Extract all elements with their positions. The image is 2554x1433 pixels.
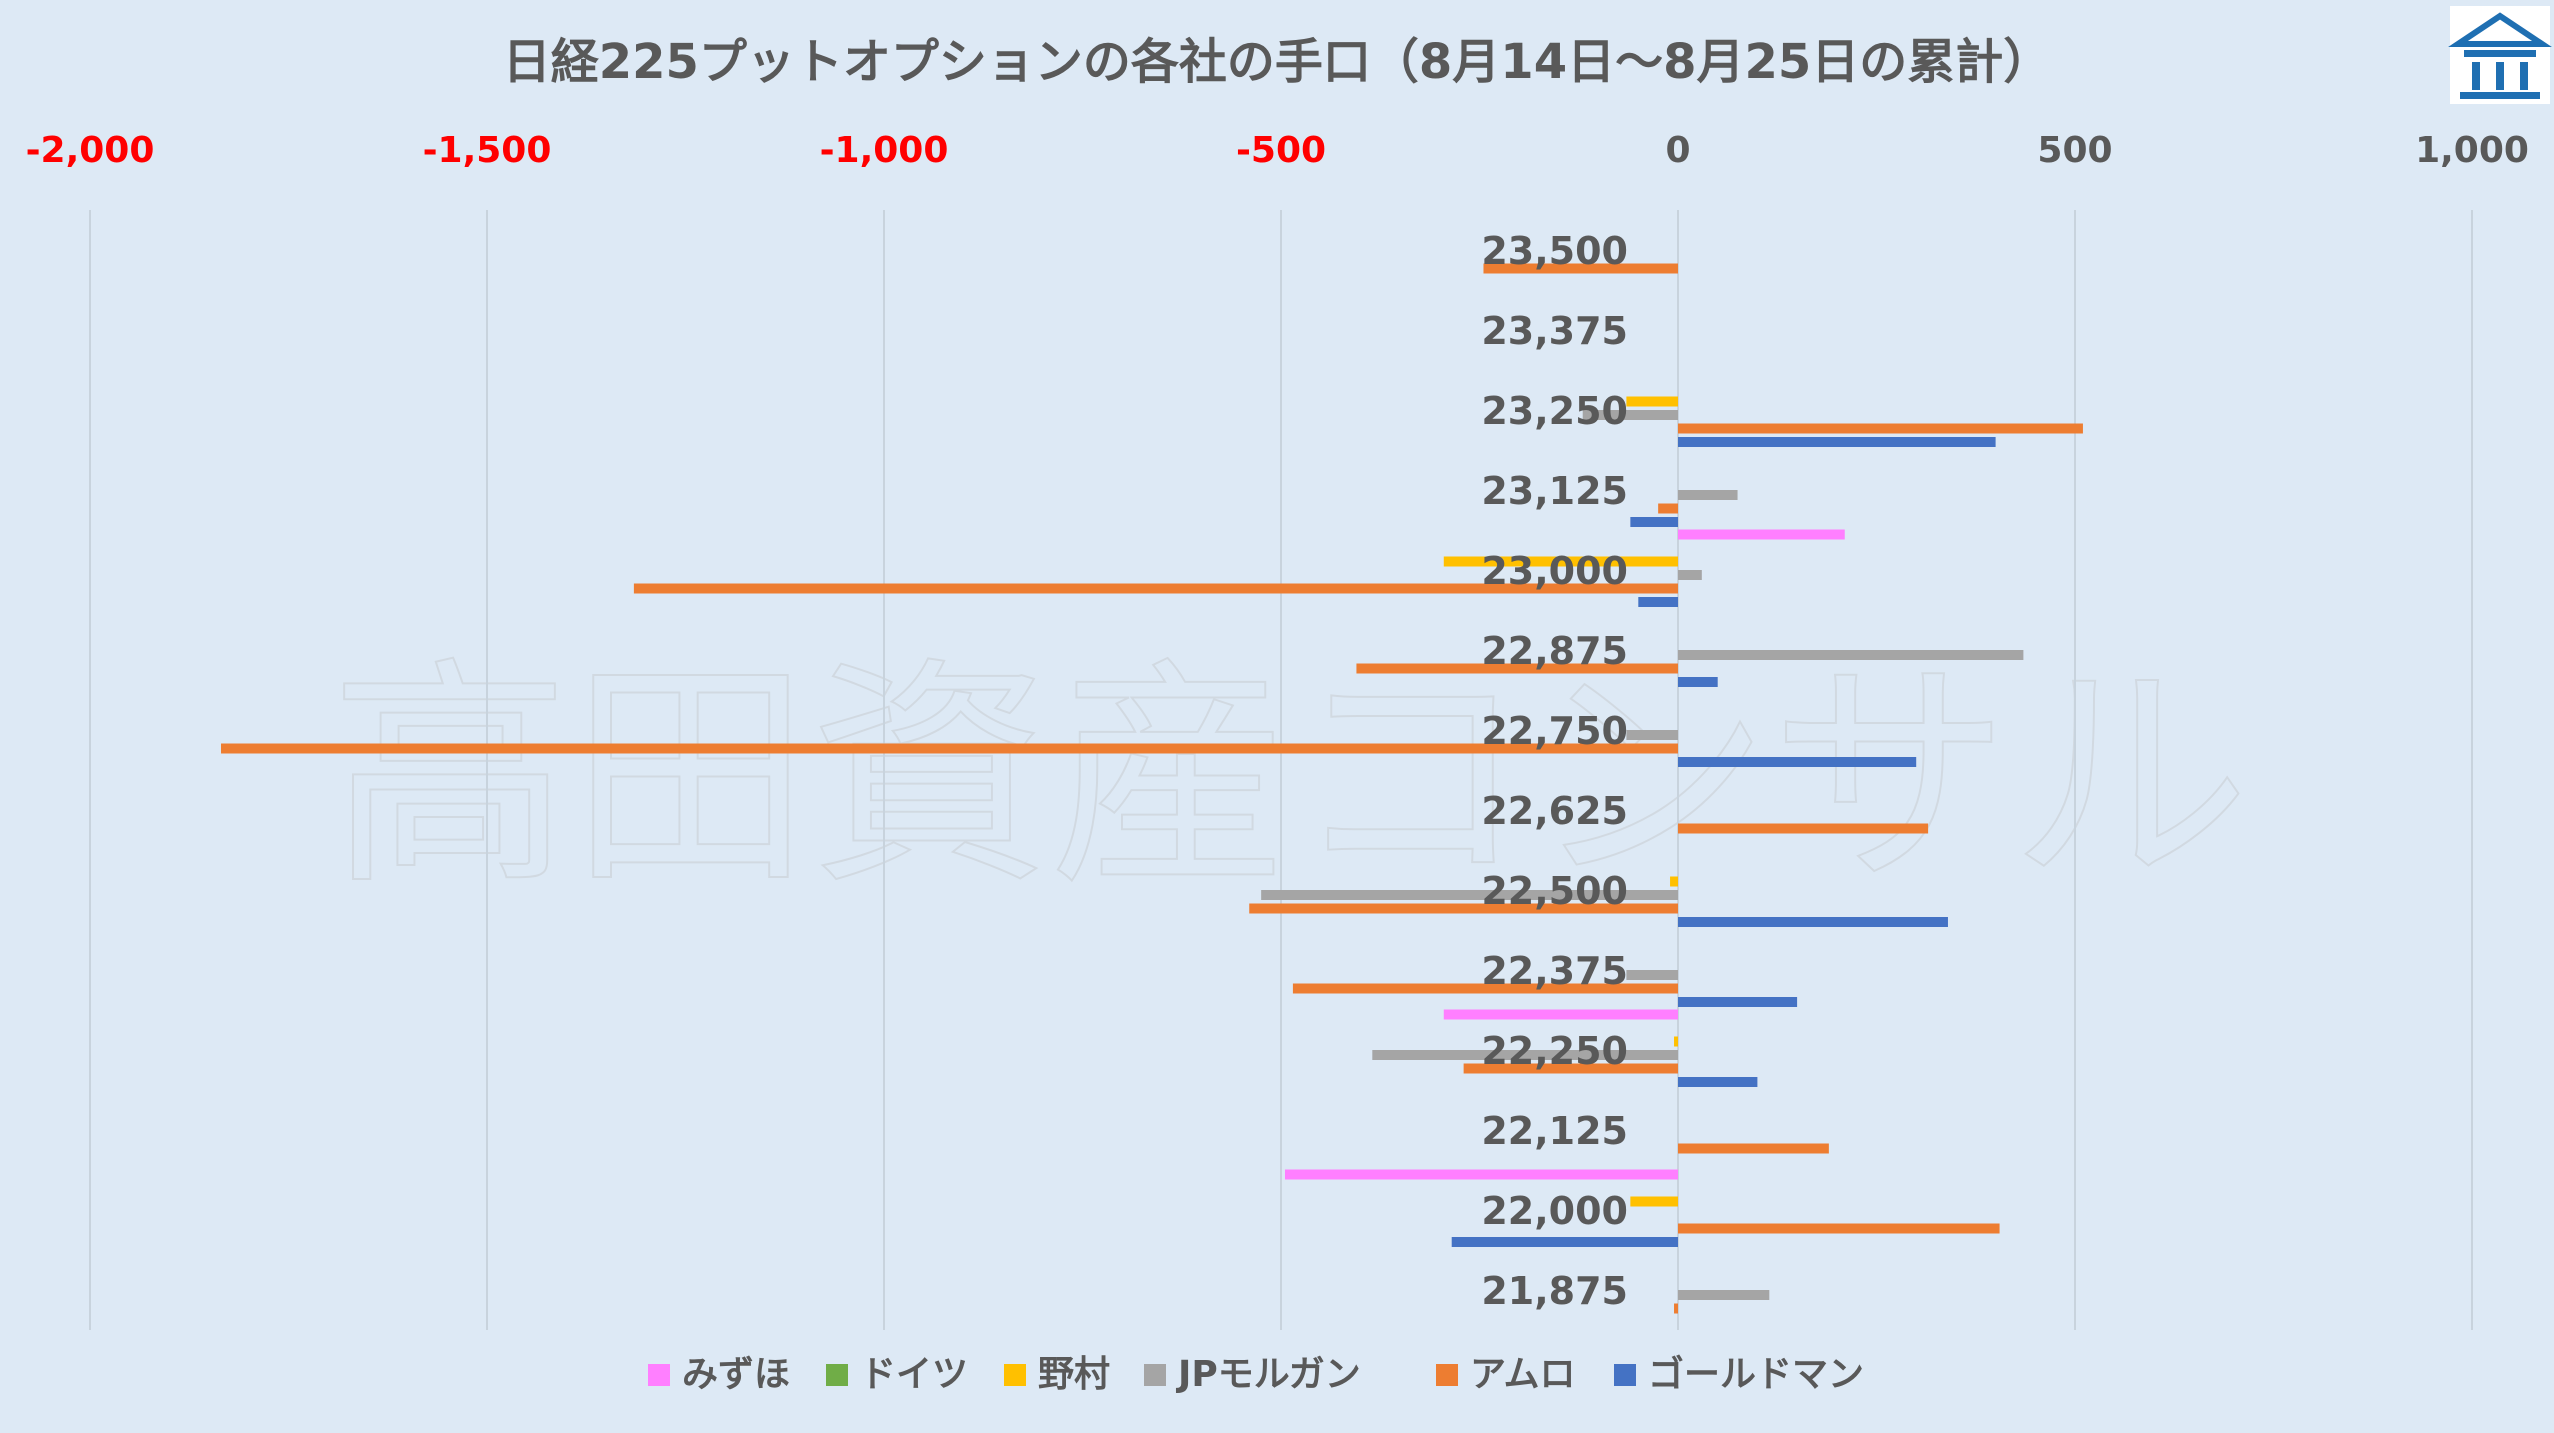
bar-4-0 bbox=[1678, 529, 1845, 540]
bar-9-5 bbox=[1678, 997, 1798, 1007]
bar-3-4 bbox=[1658, 503, 1678, 514]
bar-4-5 bbox=[1638, 597, 1678, 607]
legend-swatch bbox=[1614, 1364, 1636, 1386]
y-tick-label: 22,750 bbox=[1481, 709, 1628, 753]
y-tick-label: 23,000 bbox=[1481, 549, 1628, 593]
bar-8-5 bbox=[1678, 917, 1948, 927]
bar-2-2 bbox=[1626, 396, 1678, 407]
y-tick-label: 23,125 bbox=[1481, 469, 1628, 513]
bar-8-4 bbox=[1249, 903, 1678, 914]
bar-5-5 bbox=[1678, 677, 1718, 687]
y-tick-label: 22,875 bbox=[1481, 629, 1628, 673]
legend: みずほ ドイツ 野村 JPモルガン アムロ ゴールドマン bbox=[648, 1353, 1864, 1395]
bar-6-4 bbox=[221, 743, 1678, 754]
bar-11-4 bbox=[1678, 1143, 1829, 1154]
bar-7-4 bbox=[1678, 823, 1929, 834]
watermark: 高田資産コンサル bbox=[330, 637, 2250, 917]
bar-12-2 bbox=[1630, 1196, 1678, 1207]
legend-swatch bbox=[826, 1364, 848, 1386]
y-tick-label: 23,375 bbox=[1481, 309, 1628, 353]
bar-5-4 bbox=[1356, 663, 1678, 674]
y-tick-label: 23,500 bbox=[1481, 229, 1628, 273]
bar-5-3 bbox=[1678, 650, 2024, 660]
bar-10-3 bbox=[1372, 1050, 1678, 1060]
bar-6-3 bbox=[1626, 730, 1678, 740]
legend-swatch bbox=[1144, 1364, 1166, 1386]
bar-9-3 bbox=[1626, 970, 1678, 980]
bar-8-2 bbox=[1670, 876, 1678, 887]
x-tick-label: 500 bbox=[2037, 130, 2112, 171]
bar-3-5 bbox=[1630, 517, 1678, 527]
bar-10-0 bbox=[1443, 1009, 1678, 1020]
legend-swatch bbox=[1436, 1364, 1458, 1386]
legend-swatch bbox=[1004, 1364, 1026, 1386]
x-tick-label: -500 bbox=[1236, 130, 1326, 171]
y-tick-label: 22,500 bbox=[1481, 869, 1628, 913]
legend-label: アムロ bbox=[1470, 1354, 1575, 1395]
legend-label: ドイツ bbox=[860, 1354, 968, 1395]
y-tick-label: 22,375 bbox=[1481, 949, 1628, 993]
x-tick-label: 0 bbox=[1665, 130, 1690, 171]
bar-10-5 bbox=[1678, 1077, 1758, 1087]
bar-8-3 bbox=[1261, 890, 1678, 900]
legend-label: JPモルガン bbox=[1175, 1354, 1361, 1395]
y-tick-label: 22,125 bbox=[1481, 1109, 1628, 1153]
bar-12-5 bbox=[1451, 1237, 1678, 1247]
legend-swatch bbox=[648, 1364, 670, 1386]
chart-title: 日経225プットオプションの各社の手口（8月14日～8月25日の累計） bbox=[503, 34, 2052, 90]
bar-12-0 bbox=[1284, 1169, 1678, 1180]
bar-10-2 bbox=[1674, 1036, 1678, 1047]
x-tick-label: 1,000 bbox=[2415, 130, 2529, 171]
x-tick-label: -1,000 bbox=[820, 130, 949, 171]
bar-4-3 bbox=[1678, 570, 1702, 580]
bars bbox=[221, 263, 2083, 1314]
y-tick-label: 22,625 bbox=[1481, 789, 1628, 833]
bar-0-4 bbox=[1483, 263, 1678, 274]
y-axis-ticks: 23,500 23,375 23,250 23,125 23,000 22,875 22,7… bbox=[1481, 229, 1628, 1313]
bar-3-3 bbox=[1678, 490, 1738, 500]
bar-12-4 bbox=[1678, 1223, 2000, 1234]
bar-13-4 bbox=[1674, 1303, 1678, 1314]
bar-9-4 bbox=[1292, 983, 1678, 994]
y-tick-label: 21,875 bbox=[1481, 1269, 1628, 1313]
y-tick-label: 23,250 bbox=[1481, 389, 1628, 433]
legend-label: ゴールドマン bbox=[1648, 1353, 1864, 1395]
bar-2-5 bbox=[1678, 437, 1996, 447]
y-tick-label: 22,000 bbox=[1481, 1189, 1628, 1233]
bar-2-3 bbox=[1582, 410, 1678, 420]
bar-4-2 bbox=[1443, 556, 1678, 567]
y-tick-label: 22,250 bbox=[1481, 1029, 1628, 1073]
x-axis-ticks: -2,000 -1,500 -1,000 -500 0 500 1,000 bbox=[26, 130, 2529, 171]
x-tick-label: -2,000 bbox=[26, 130, 155, 171]
legend-label: 野村 bbox=[1038, 1354, 1110, 1395]
bar-10-4 bbox=[1463, 1063, 1678, 1074]
legend-label: みずほ bbox=[682, 1354, 790, 1395]
x-tick-label: -1,500 bbox=[423, 130, 552, 171]
bar-6-5 bbox=[1678, 757, 1917, 767]
bar-2-4 bbox=[1678, 423, 2083, 434]
bar-4-4 bbox=[633, 583, 1678, 594]
bar-13-3 bbox=[1678, 1290, 1770, 1300]
bank-building-icon bbox=[2448, 6, 2552, 104]
